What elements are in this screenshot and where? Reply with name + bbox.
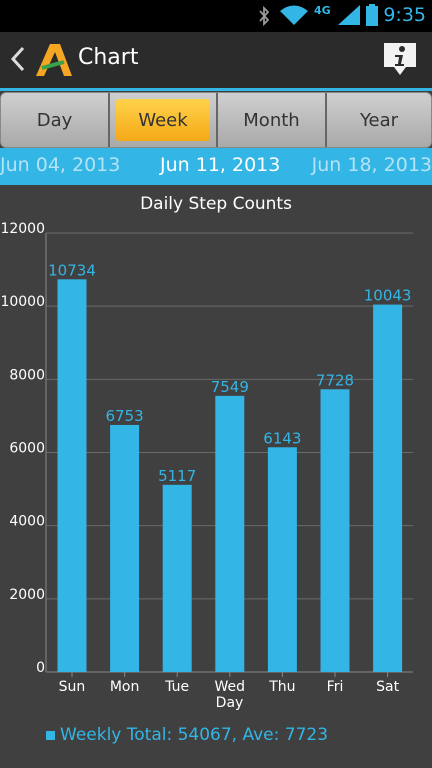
clock: 9:35 [383, 4, 426, 26]
battery-icon [366, 4, 378, 26]
y-tick-label: 2000 [9, 587, 45, 603]
tab-label: Year [359, 109, 399, 131]
action-bar: Chart [0, 32, 432, 88]
x-tick-label: Sat [376, 679, 399, 695]
previous-date[interactable]: Jun 04, 2013 [0, 154, 121, 176]
data-label: 7728 [316, 371, 354, 389]
data-label: 6143 [263, 429, 301, 447]
data-label: 6753 [106, 407, 144, 425]
bar [215, 395, 245, 672]
chevron-left-icon[interactable] [10, 46, 26, 72]
y-tick-label: 4000 [9, 514, 45, 530]
bluetooth-icon [259, 6, 270, 26]
x-axis-label: Day [216, 695, 244, 711]
tab-label: Week [138, 109, 188, 131]
x-tick-label: Thu [268, 679, 295, 695]
info-icon[interactable] [382, 41, 418, 77]
date-navigator: Jun 04, 2013 Jun 11, 2013 Jun 18, 2013 [0, 148, 432, 185]
tab-week[interactable]: Week [108, 93, 216, 147]
weekly-summary: Weekly Total: 54067, Ave: 7723 [60, 725, 329, 745]
data-label: 5117 [158, 467, 196, 485]
action-bar-divider [0, 88, 432, 91]
y-tick-label: 6000 [9, 441, 45, 457]
legend-swatch [46, 730, 55, 740]
data-label: 10734 [48, 261, 96, 279]
current-date: Jun 11, 2013 [160, 154, 281, 176]
wifi-icon [280, 5, 308, 25]
bar [267, 447, 297, 672]
period-selector: Day Week Month Year [0, 92, 432, 148]
x-tick-label: Mon [110, 679, 140, 695]
active-tab-highlight [116, 99, 210, 141]
chart-title: Daily Step Counts [140, 194, 292, 214]
next-date[interactable]: Jun 18, 2013 [311, 154, 432, 176]
app-logo-icon [36, 44, 72, 76]
signal-icon [338, 5, 360, 25]
bar [57, 279, 87, 672]
bar [110, 424, 140, 672]
status-bar: 4G 9:35 [0, 0, 432, 32]
y-tick-label: 0 [36, 660, 45, 676]
y-tick-label: 12000 [0, 221, 45, 237]
bar [320, 389, 350, 672]
bar [162, 484, 192, 672]
y-tick-label: 8000 [9, 367, 45, 383]
tab-month[interactable]: Month [216, 93, 325, 147]
x-tick-label: Sun [59, 679, 86, 695]
tab-label: Day [36, 109, 73, 131]
tab-year[interactable]: Year [325, 93, 431, 147]
data-label: 7549 [211, 378, 249, 396]
x-tick-label: Fri [327, 679, 344, 695]
y-tick-label: 10000 [0, 294, 45, 310]
tab-day[interactable]: Day [1, 93, 108, 147]
x-tick-label: Wed [215, 679, 246, 695]
data-label: 10043 [364, 287, 412, 305]
page-title: Chart [78, 45, 139, 70]
bar [373, 304, 403, 672]
chart-legend: Weekly Total: 54067, Ave: 7723 [46, 725, 328, 745]
network-type: 4G [314, 4, 331, 17]
tab-label: Month [243, 109, 300, 131]
x-tick-label: Tue [164, 679, 189, 695]
